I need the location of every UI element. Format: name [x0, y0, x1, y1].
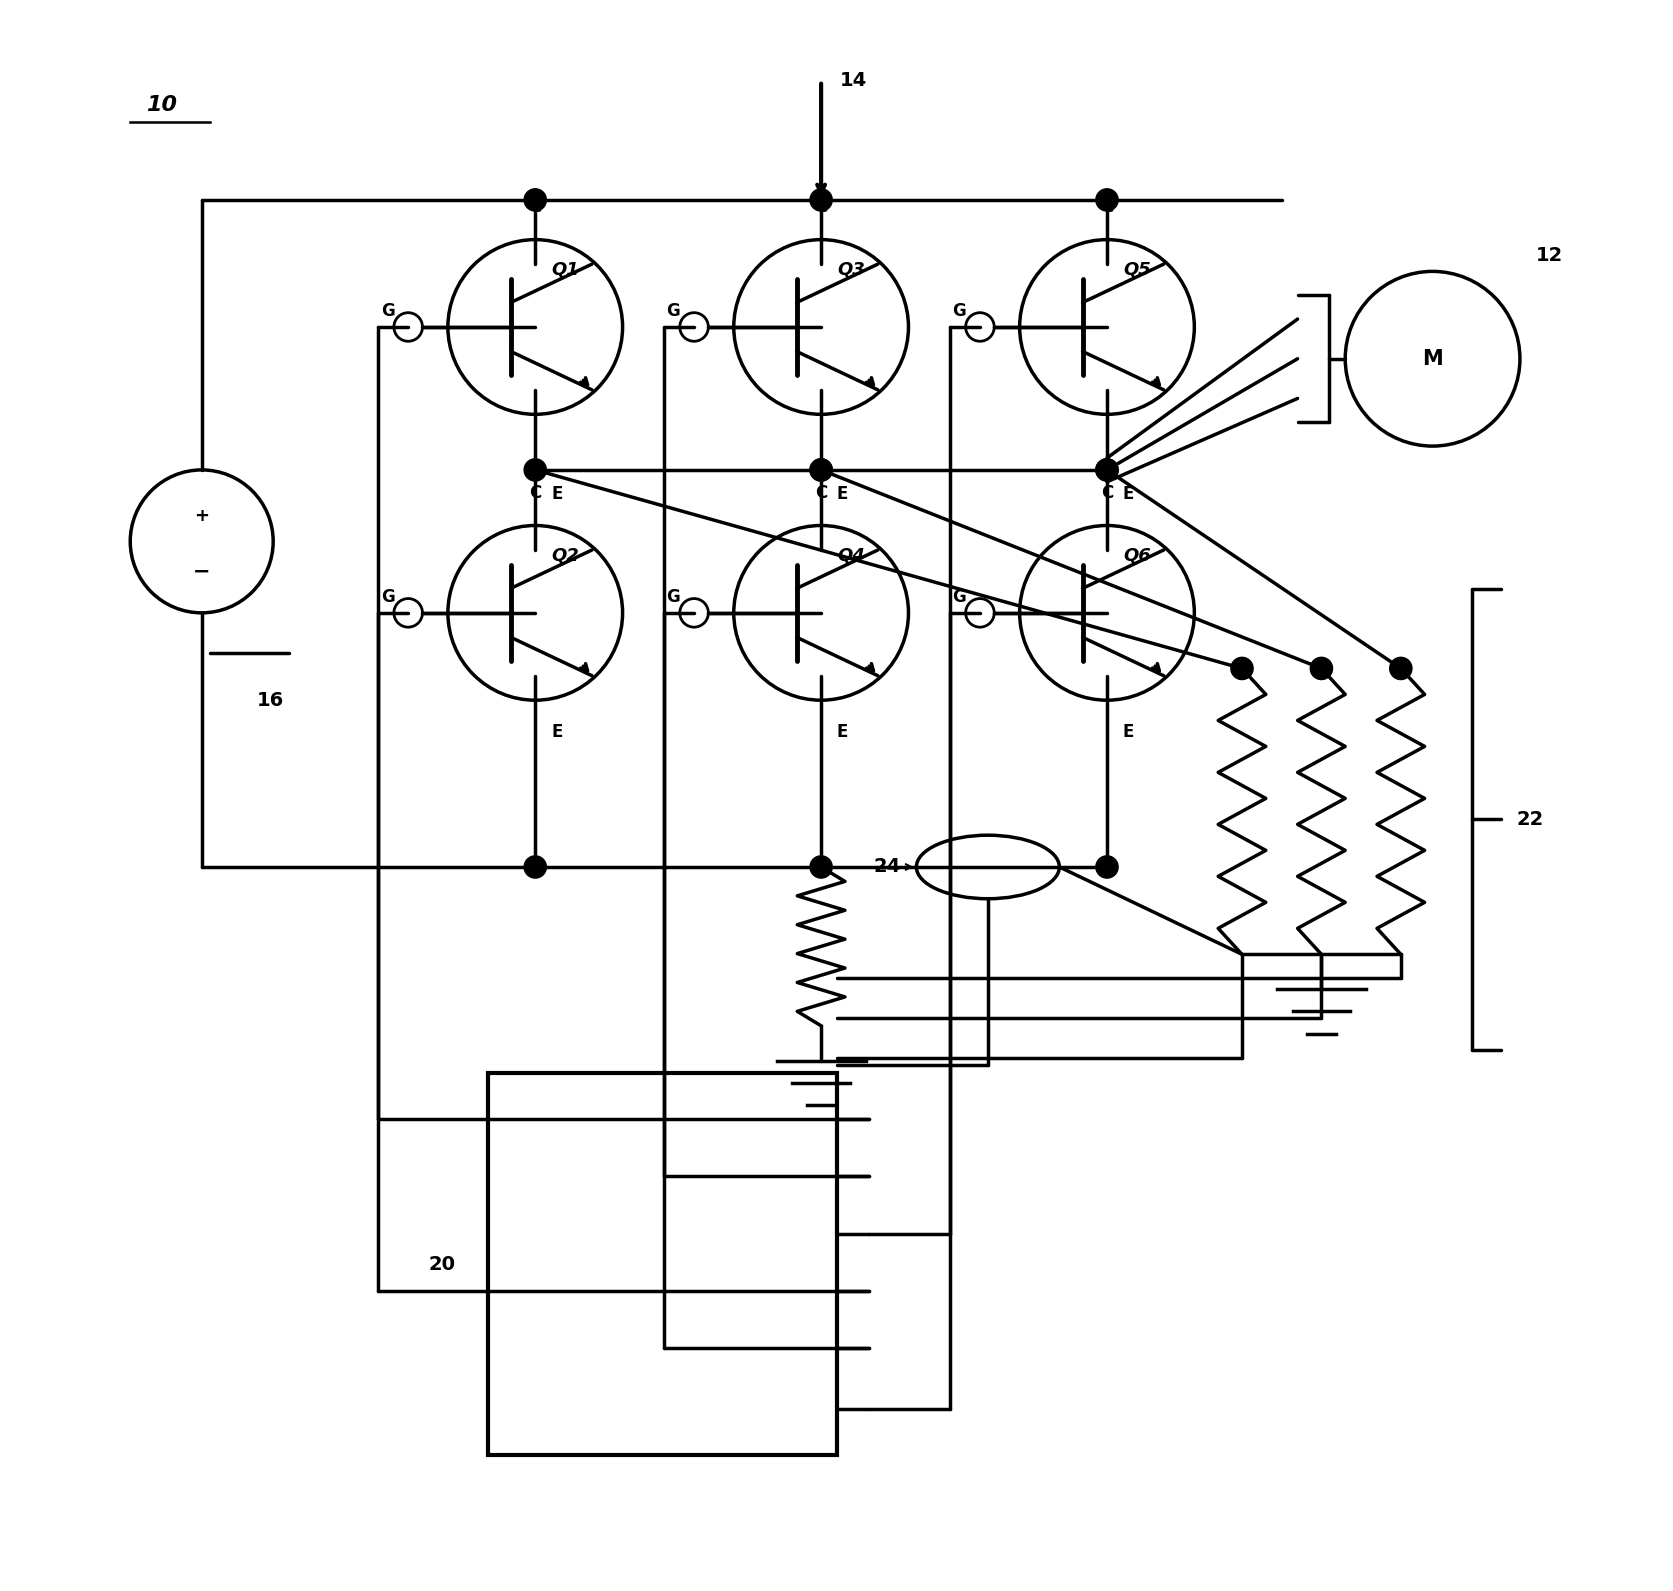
Text: G: G [380, 302, 395, 320]
Text: E: E [836, 485, 848, 503]
Text: E: E [550, 722, 562, 741]
Text: C: C [1101, 484, 1113, 501]
Circle shape [810, 856, 831, 878]
Circle shape [1389, 657, 1410, 679]
Text: 12: 12 [1534, 247, 1563, 266]
Text: G: G [380, 589, 395, 606]
Text: G: G [952, 302, 965, 320]
Circle shape [1096, 458, 1118, 480]
Text: Q3: Q3 [836, 261, 865, 278]
Circle shape [810, 189, 831, 212]
Circle shape [524, 856, 545, 878]
Text: E: E [1123, 722, 1134, 741]
Text: E: E [550, 485, 562, 503]
Text: 16: 16 [258, 690, 284, 710]
Text: 14: 14 [840, 72, 867, 91]
Circle shape [524, 189, 545, 212]
Circle shape [524, 458, 545, 480]
Text: G: G [952, 589, 965, 606]
Circle shape [1096, 458, 1118, 480]
Text: Q4: Q4 [836, 547, 865, 565]
Text: 22: 22 [1516, 810, 1543, 829]
Circle shape [810, 458, 831, 480]
Text: −: − [192, 562, 211, 581]
Text: 10: 10 [147, 94, 177, 115]
Text: E: E [836, 722, 848, 741]
Circle shape [1096, 189, 1118, 212]
Text: Q5: Q5 [1123, 261, 1149, 278]
Circle shape [1230, 657, 1253, 679]
Text: M: M [1422, 348, 1442, 369]
Text: C: C [815, 484, 826, 501]
Circle shape [1310, 657, 1332, 679]
Bar [487, 1074, 836, 1454]
Text: 24: 24 [873, 858, 900, 877]
Text: C: C [529, 197, 540, 216]
Text: +: + [194, 508, 209, 525]
Text: 20: 20 [428, 1255, 455, 1273]
Text: Q1: Q1 [550, 261, 579, 278]
Text: G: G [666, 302, 679, 320]
Text: G: G [666, 589, 679, 606]
Text: Q6: Q6 [1123, 547, 1149, 565]
Text: E: E [1123, 485, 1134, 503]
Text: Q2: Q2 [550, 547, 579, 565]
Text: C: C [815, 197, 826, 216]
Circle shape [1096, 856, 1118, 878]
Circle shape [810, 458, 831, 480]
Text: C: C [1101, 197, 1113, 216]
Text: C: C [529, 484, 540, 501]
